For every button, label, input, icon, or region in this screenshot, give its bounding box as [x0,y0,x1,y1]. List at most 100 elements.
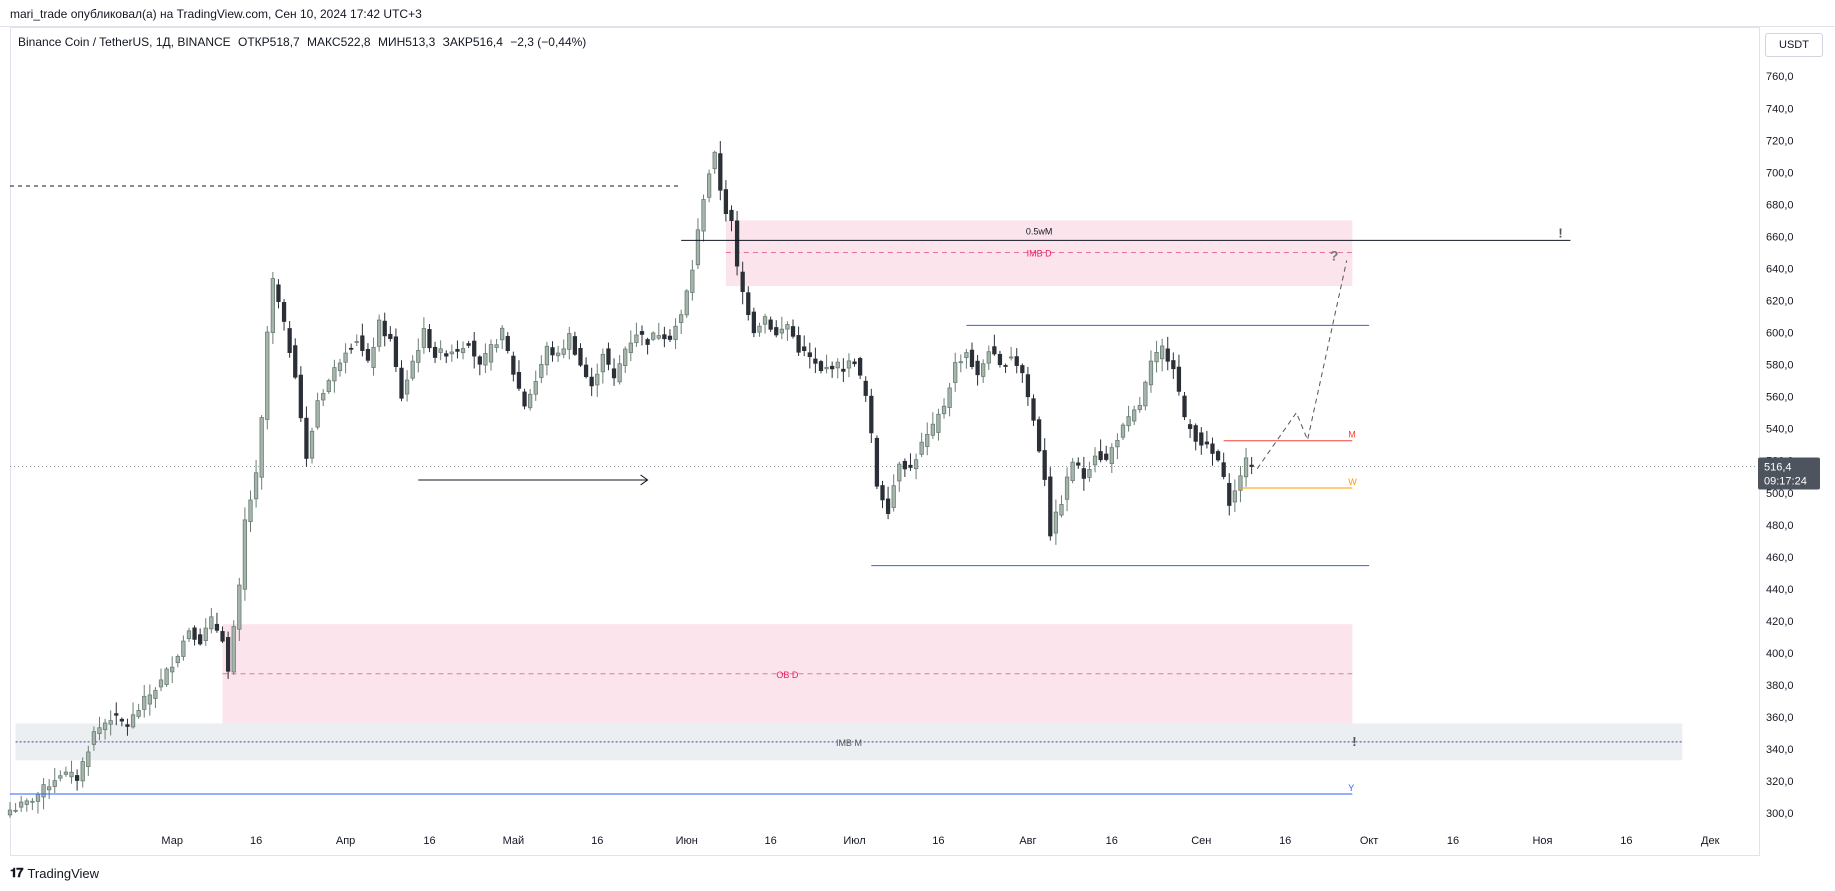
candle-body [734,220,740,267]
ob-d-zone [222,624,1353,724]
candle-body [1042,450,1047,480]
y-tick-label: 720,0 [1766,135,1794,147]
candle-body [1199,432,1204,446]
candle-body [1081,468,1086,479]
candle-body [326,380,331,392]
candle-body [746,292,751,316]
y-tick-label: 460,0 [1766,552,1794,564]
candle-body [1148,360,1154,386]
candle-body [762,316,768,325]
candle-body [248,499,253,523]
candle-body [958,361,963,364]
candle-body [388,333,393,339]
candle-body [617,363,622,383]
x-tick-label: 16 [250,835,262,847]
candle-body [651,332,656,340]
y-tick-label: 580,0 [1766,360,1794,372]
candle-body [1020,365,1025,374]
tradingview-logo-icon[interactable]: 𝟏𝟕 [10,865,24,880]
candle-body [550,347,555,356]
candle-body [1171,360,1176,370]
candle-body [774,327,779,336]
publication-header: mari_trade опубликовал(а) на TradingView… [0,0,1835,27]
candle-body [1059,504,1064,516]
x-tick-label: Авг [1019,835,1036,847]
candle-body [58,775,63,779]
candle-body [158,679,164,688]
currency-button[interactable]: USDT [1765,33,1823,57]
x-tick-label: Апр [336,835,355,847]
candle-body [63,771,69,775]
candle-body [701,199,706,232]
candle-body [170,666,175,673]
candle-body [919,441,924,455]
candle-body [522,391,527,407]
candle-body [449,351,454,355]
candle-body [416,350,421,363]
candle-body [427,329,432,349]
candle-body [209,616,214,630]
candle-body [1053,511,1059,534]
candle-body [1087,469,1092,478]
candle-body [729,209,734,221]
candle-body [1215,451,1221,461]
candle-body [1227,482,1232,506]
candle-body [925,434,930,447]
candle-body [997,353,1003,365]
candle-body [723,189,729,214]
candle-body [147,694,152,705]
candle-body [964,352,969,359]
y-tick-label: 660,0 [1766,231,1794,243]
candle-body [130,714,136,728]
candle-body [1036,419,1042,452]
candle-body [432,346,438,358]
candle-body [19,801,24,808]
candle-body [125,724,130,727]
footer-brand[interactable]: TradingView [27,865,100,881]
candle-body [913,459,919,470]
candle-body [1070,461,1075,481]
candle-body [516,371,522,389]
candle-body [1115,439,1120,448]
candle-body [645,339,650,345]
candle-body [1187,424,1193,429]
candle-body [259,417,264,478]
candle-body [477,356,482,365]
candle-body [1238,475,1243,491]
candle-body [712,151,717,170]
question-mark-label: ? [1330,247,1339,263]
candle-body [779,328,784,334]
candle-body [1014,356,1019,366]
candle-body [1165,348,1170,362]
candle-body [1064,476,1070,500]
symbol-name[interactable]: Binance Coin / TetherUS, 1Д, BINANCE [18,35,231,49]
candle-body [231,626,236,673]
x-tick-label: Сен [1191,835,1211,847]
candle-body [1249,464,1254,467]
candle-body [203,627,208,641]
candle-body [863,380,868,396]
candle-body [472,340,477,357]
candle-body [7,809,13,816]
chart-frame[interactable] [10,27,1760,856]
candle-body [718,153,723,191]
candle-body [1092,455,1098,466]
candle-body [986,351,991,364]
candle-body [1221,462,1226,477]
footer: 𝟏𝟕 TradingView [10,865,99,881]
candle-body [1137,404,1142,411]
x-tick-label: 16 [591,835,603,847]
candle-body [332,367,337,382]
candle-body [86,751,91,768]
y-tick-label: 300,0 [1766,808,1794,820]
countdown-timer: 09:17:24 [1764,475,1807,487]
close-value: ЗАКР516,4 [442,35,503,49]
candle-body [1176,366,1182,392]
publication-text: mari_trade опубликовал(а) на TradingView… [10,7,422,21]
candle-body [679,314,684,323]
y-tick-label: 560,0 [1766,392,1794,404]
candle-body [885,498,891,514]
candle-body [695,229,701,266]
y-tick-label: 320,0 [1766,776,1794,788]
